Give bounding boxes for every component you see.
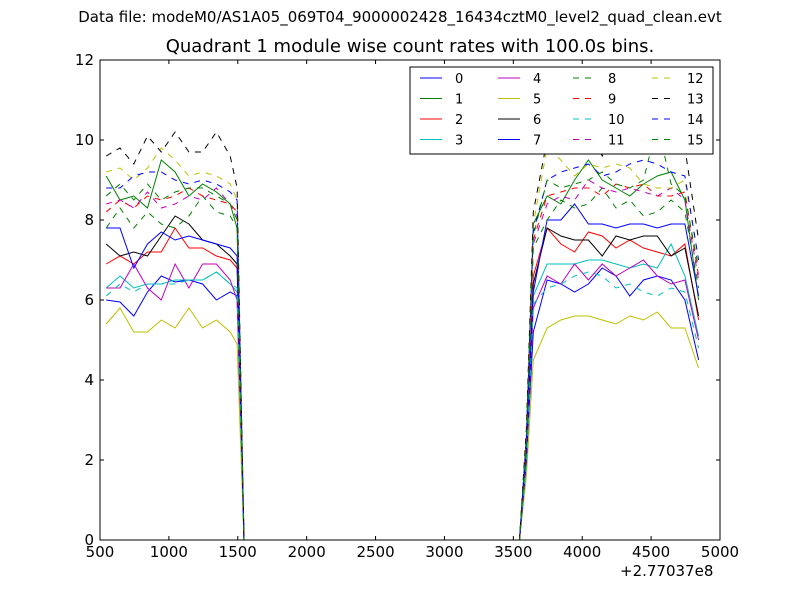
series-line-2 bbox=[105, 226, 700, 540]
legend-label-1: 1 bbox=[455, 93, 463, 108]
chart-title: Quadrant 1 module wise count rates with … bbox=[165, 36, 655, 57]
x-tick-label: 2000 bbox=[288, 543, 326, 561]
series-line-3 bbox=[105, 242, 700, 540]
legend-label-2: 2 bbox=[455, 113, 463, 128]
x-tick-label: 5000 bbox=[701, 543, 739, 561]
series-line-6 bbox=[105, 215, 700, 540]
legend-label-6: 6 bbox=[533, 113, 541, 128]
series-line-1 bbox=[105, 159, 700, 540]
legend-label-14: 14 bbox=[687, 113, 704, 128]
y-tick-label: 8 bbox=[84, 211, 94, 229]
series-line-8 bbox=[105, 187, 700, 540]
legend-label-0: 0 bbox=[455, 72, 463, 87]
series-line-10 bbox=[105, 271, 700, 540]
legend-label-11: 11 bbox=[608, 134, 625, 149]
y-tick-label: 0 bbox=[84, 531, 94, 549]
x-tick-label: 500 bbox=[86, 543, 115, 561]
series-layer bbox=[105, 122, 700, 540]
series-line-7 bbox=[106, 203, 700, 540]
x-tick-label: 3000 bbox=[425, 543, 463, 561]
legend-frame bbox=[409, 66, 714, 155]
legend-label-10: 10 bbox=[608, 113, 625, 128]
x-tick-label: 3500 bbox=[494, 543, 532, 561]
y-tick-label: 2 bbox=[84, 451, 94, 469]
series-line-15 bbox=[105, 123, 700, 540]
series-line-14 bbox=[106, 159, 700, 540]
legend-label-8: 8 bbox=[608, 72, 616, 87]
y-tick-label: 6 bbox=[84, 291, 94, 309]
legend-label-12: 12 bbox=[687, 72, 704, 87]
series-line-0 bbox=[106, 267, 700, 540]
series-line-11 bbox=[106, 179, 700, 540]
y-tick-label: 10 bbox=[75, 131, 94, 149]
series-line-5 bbox=[105, 307, 700, 540]
x-axis-offset-label: +2.77037e8 bbox=[620, 562, 714, 580]
legend-label-9: 9 bbox=[608, 93, 616, 108]
y-tick-label: 12 bbox=[75, 51, 94, 69]
series-line-9 bbox=[105, 183, 700, 540]
legend-label-4: 4 bbox=[533, 72, 541, 87]
legend-label-7: 7 bbox=[533, 134, 541, 149]
series-line-12 bbox=[106, 147, 700, 540]
legend-label-3: 3 bbox=[455, 134, 463, 149]
ticks-layer: 500 1000 1500 2000 2500 3000 3500 4000 4500 5000 0… bbox=[75, 51, 739, 561]
x-tick-label: 2500 bbox=[356, 543, 394, 561]
series-line-4 bbox=[106, 259, 700, 540]
x-tick-label: 1000 bbox=[150, 543, 188, 561]
x-tick-label: 1500 bbox=[219, 543, 257, 561]
legend-label-13: 13 bbox=[687, 93, 704, 108]
y-tick-label: 4 bbox=[84, 371, 94, 389]
figure-suptitle: Data file: modeM0/AS1A05_069T04_90000024… bbox=[78, 8, 722, 26]
x-tick-label: 4000 bbox=[563, 543, 601, 561]
legend-label-15: 15 bbox=[687, 134, 704, 149]
legend-label-5: 5 bbox=[533, 93, 541, 108]
x-tick-label: 4500 bbox=[632, 543, 670, 561]
series-line-13 bbox=[105, 122, 700, 540]
